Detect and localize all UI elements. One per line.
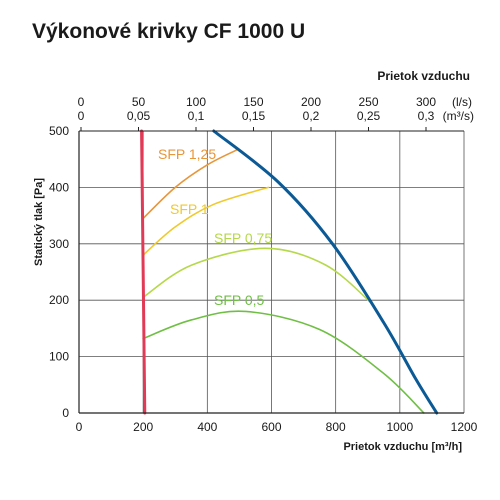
axes — [78, 127, 464, 414]
y-tick-label: 200 — [49, 293, 69, 307]
y-tick-label: 500 — [49, 124, 69, 138]
grid — [78, 130, 465, 414]
y-axis-title: Statický tlak [Pa] — [33, 178, 45, 266]
y-tick-label: 100 — [49, 350, 69, 364]
x-tick-label: 200 — [133, 420, 153, 434]
series-curve-4 — [212, 129, 439, 415]
y-tick-label: 0 — [62, 406, 69, 420]
top-tick-label-ls: 200 — [301, 95, 321, 109]
series-curve-sfp-1 — [142, 186, 270, 256]
top-tick-label-ls: 150 — [243, 95, 263, 109]
top-tick-label-m3s: 0 — [78, 109, 85, 123]
series-curves — [140, 129, 439, 415]
top-axis-unit-m3s: (m³/s) — [443, 109, 474, 123]
x-tick-label: 800 — [326, 420, 346, 434]
y-tick-label: 300 — [49, 237, 69, 251]
top-tick-label-m3s: 0,25 — [357, 109, 381, 123]
x-tick-label: 600 — [261, 420, 281, 434]
top-tick-label-m3s: 0,3 — [418, 109, 435, 123]
x-axis-title: Prietok vzduchu [m³/h] — [343, 441, 462, 453]
top-tick-label-ls: 250 — [358, 95, 378, 109]
top-tick-label-ls: 100 — [186, 95, 206, 109]
top-axis-title: Prietok vzduchu — [377, 69, 470, 83]
x-tick-label: 1000 — [386, 420, 413, 434]
top-tick-label-ls: 0 — [78, 95, 85, 109]
series-curve-sfp-0-5 — [142, 310, 425, 414]
x-tick-label: 400 — [197, 420, 217, 434]
top-tick-label-m3s: 0,15 — [242, 109, 266, 123]
series-curve-5 — [140, 129, 147, 415]
x-tick-label: 0 — [76, 420, 83, 434]
top-axis-unit-ls: (l/s) — [452, 95, 472, 109]
series-label: SFP 0,5 — [214, 292, 265, 308]
top-tick-label-m3s: 0,2 — [303, 109, 320, 123]
top-tick-label-m3s: 0,1 — [188, 109, 205, 123]
x-tick-label: 1200 — [451, 420, 478, 434]
top-tick-label-ls: 300 — [416, 95, 436, 109]
top-tick-label-ls: 50 — [132, 95, 146, 109]
series-curve-sfp-1-25 — [142, 149, 238, 220]
chart-title: Výkonové krivky CF 1000 U — [32, 20, 306, 43]
series-label: SFP 1 — [170, 201, 209, 217]
series-label: SFP 1,25 — [158, 146, 216, 162]
series-curve-sfp-0-75 — [142, 247, 375, 307]
y-tick-label: 400 — [49, 180, 69, 194]
series-label: SFP 0,75 — [214, 230, 272, 246]
top-tick-label-m3s: 0,05 — [127, 109, 151, 123]
